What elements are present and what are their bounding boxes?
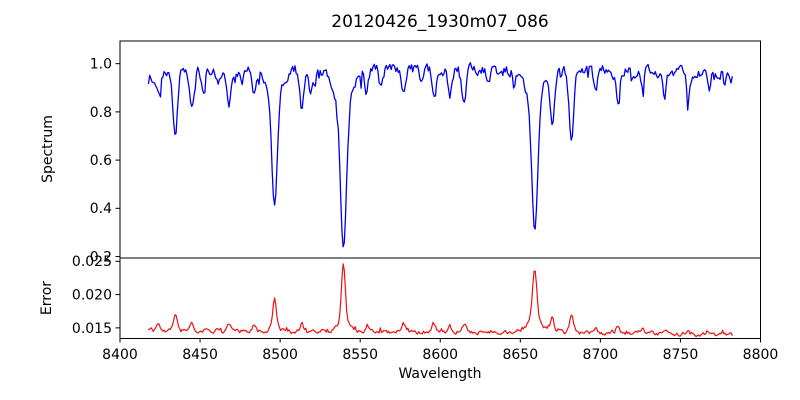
x-tick-label: 8750	[663, 347, 699, 363]
x-tick-label: 8650	[502, 347, 538, 363]
x-tick-label: 8450	[182, 347, 218, 363]
x-axis-label: Wavelength	[398, 366, 482, 382]
error-y-tick-label: 0.025	[72, 254, 112, 270]
spectrum-y-tick-label: 0.4	[90, 201, 112, 217]
spectrum-y-tick-label: 0.8	[90, 105, 112, 121]
spectrum-y-tick-label: 0.6	[90, 153, 112, 169]
spectrum-line	[147, 62, 733, 248]
error-y-tick-label: 0.015	[72, 321, 112, 337]
chart-title: 20120426_1930m07_086	[331, 12, 549, 32]
error-axes-frame	[119, 257, 761, 339]
x-tick-label: 8700	[583, 347, 619, 363]
x-tick-label: 8550	[342, 347, 378, 363]
spectrum-y-tick-label: 1.0	[90, 57, 112, 73]
x-tick-label: 8600	[422, 347, 458, 363]
spectrum-y-tick-label: 0.2	[90, 249, 112, 265]
x-tick-label: 8400	[102, 347, 138, 363]
x-tick-label: 8800	[743, 347, 779, 363]
error-line	[147, 263, 733, 338]
x-tick-label: 8500	[262, 347, 298, 363]
error-y-tick-label: 0.020	[72, 287, 112, 303]
